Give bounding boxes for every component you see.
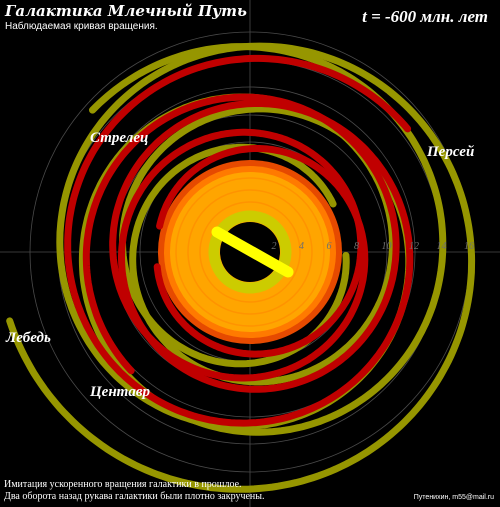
arm-label-perseus: Персей xyxy=(427,144,475,160)
radial-ticks: 2 4 6 8 10 12 14 16 xyxy=(272,241,475,252)
spiral-arms xyxy=(6,42,476,493)
arm-label-cygnus: Лебедь xyxy=(6,330,51,346)
figure-title: Галактика Млечный Путь xyxy=(5,2,247,20)
radial-tick-label: 10 xyxy=(382,241,392,252)
radial-tick-label: 12 xyxy=(409,241,419,252)
author-credit: Путенихин, m55@mail.ru xyxy=(413,494,494,501)
central-bar xyxy=(211,226,294,278)
core-ring xyxy=(187,189,313,315)
radial-tick-label: 8 xyxy=(354,241,359,252)
time-label: t = -600 млн. лет xyxy=(362,7,488,26)
footer-line-2: Два оборота назад рукава галактики были … xyxy=(4,491,265,502)
spiral-arm-centaurus xyxy=(82,93,400,393)
radial-tick-label: 4 xyxy=(299,241,304,252)
radial-tick-label: 16 xyxy=(464,241,474,252)
arm-label-centaurus: Центавр xyxy=(90,384,151,400)
radial-tick-label: 2 xyxy=(272,241,277,252)
core-ring xyxy=(175,177,325,327)
inner-ring xyxy=(208,210,292,294)
arm-label-sagittarius: Стрелец xyxy=(90,130,149,146)
figure-subtitle: Наблюдаемая кривая вращения. xyxy=(5,21,158,32)
galactic-center xyxy=(208,210,294,294)
footer-line-1: Имитация ускоренного вращения галактики … xyxy=(4,479,242,490)
core-ring xyxy=(199,201,301,303)
radial-tick-label: 14 xyxy=(437,241,447,252)
radial-tick-label: 6 xyxy=(327,241,332,252)
